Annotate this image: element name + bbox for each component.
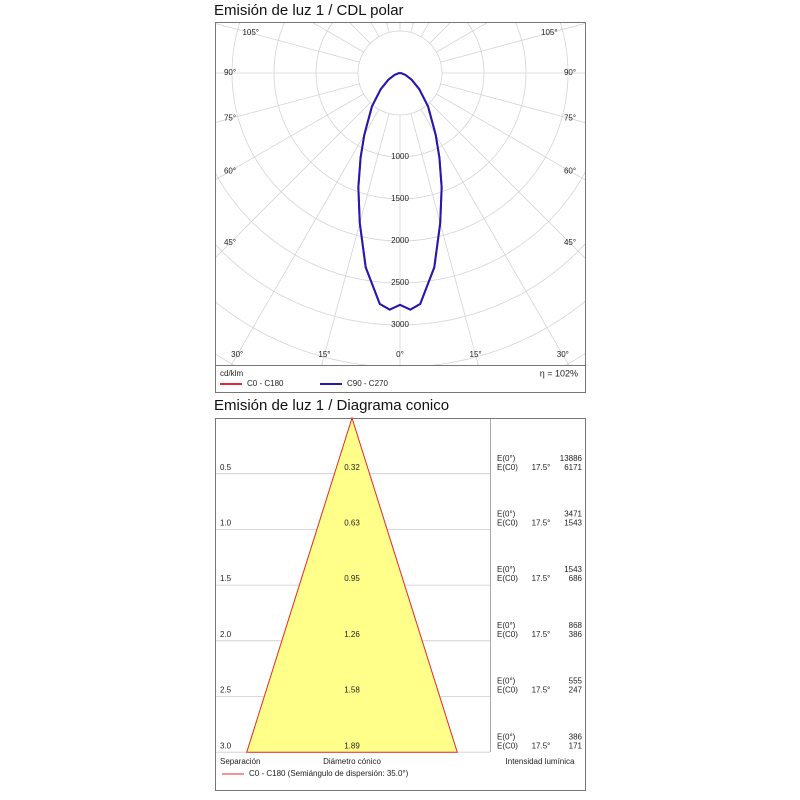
r-tick-label: 1000: [391, 152, 409, 161]
polar-plot: 1000 1500 2000 2500 3000: [216, 23, 585, 365]
center-value: 1543: [564, 565, 582, 574]
grid-spoke: [429, 102, 585, 259]
angle-label: 60°: [564, 166, 576, 175]
center-value: 868: [569, 621, 583, 630]
header: Separación: [220, 757, 260, 766]
angle-label: 45°: [224, 238, 236, 247]
chart-title: Emisión de luz 1 / CDL polar: [214, 2, 404, 19]
angle-label: 30°: [231, 350, 243, 359]
r-tick-label: 2000: [391, 236, 409, 245]
c0-label: E(C0): [497, 574, 518, 583]
angle-label: 75°: [224, 114, 236, 123]
grid-spoke: [216, 102, 371, 258]
r-tick-label: 2500: [391, 278, 409, 287]
center-label: E(0°): [497, 454, 516, 463]
c0-value: 247: [569, 686, 583, 695]
angle-label: 45°: [564, 238, 576, 247]
angle-label: 0°: [396, 350, 404, 359]
c0-label: E(C0): [497, 630, 518, 639]
header: Intensidad lumínica: [506, 757, 575, 766]
c0-label: E(C0): [497, 519, 518, 528]
c0-label: E(C0): [497, 463, 518, 472]
center-value: 555: [569, 677, 583, 686]
center-label: E(0°): [497, 621, 516, 630]
legend-label: C0 - C180 (Semiángulo de dispersión: 35.…: [249, 769, 409, 778]
center-label: E(0°): [497, 510, 516, 519]
chart-title: Emisión de luz 1 / Diagrama conico: [214, 397, 449, 414]
c0-value: 686: [569, 574, 583, 583]
diameter: 0.63: [344, 519, 360, 528]
grid-spoke: [420, 109, 570, 365]
cone: [246, 416, 458, 753]
angle-label: 105°: [541, 28, 558, 37]
grid-spoke: [216, 93, 364, 180]
center-label: E(0°): [497, 732, 516, 741]
separation: 0.5: [220, 463, 232, 472]
angle-label: 17.5°: [532, 463, 551, 472]
grid-spoke: [436, 93, 585, 181]
grid-spoke: [216, 23, 360, 63]
efficiency: η = 102%: [540, 368, 578, 378]
center-label: E(0°): [497, 677, 516, 686]
r-tick-label: 3000: [391, 320, 409, 329]
angle-label: 17.5°: [532, 519, 551, 528]
separation: 1.0: [220, 519, 232, 528]
c0-value: 1543: [564, 519, 582, 528]
angle-label: 17.5°: [532, 686, 551, 695]
angle-label: 90°: [224, 68, 236, 77]
c0-value: 386: [569, 630, 583, 639]
diameter: 1.89: [344, 741, 360, 750]
r-tick-label: 1500: [391, 194, 409, 203]
angle-label: 75°: [564, 114, 576, 123]
separation: 2.0: [220, 630, 232, 639]
center-value: 3471: [564, 510, 582, 519]
legend-label: C90 - C270: [347, 379, 388, 388]
header: Diámetro cónico: [323, 757, 381, 766]
separation: 1.5: [220, 574, 232, 583]
polar-frame: [215, 22, 586, 393]
c0-value: 6171: [564, 463, 582, 472]
c0-label: E(C0): [497, 741, 518, 750]
unit-label: cd/klm: [220, 369, 243, 378]
grid-spoke: [216, 83, 360, 123]
grid-spoke: [440, 83, 585, 123]
angle-label: 17.5°: [532, 574, 551, 583]
c0-label: E(C0): [497, 686, 518, 695]
angle-label: 17.5°: [532, 630, 551, 639]
angle-label: 60°: [224, 166, 236, 175]
diameter: 0.95: [344, 574, 360, 583]
c0-value: 171: [569, 741, 583, 750]
angle-label: 17.5°: [532, 741, 551, 750]
center-value: 13886: [560, 454, 583, 463]
center-value: 386: [569, 732, 583, 741]
angle-label: 15°: [318, 350, 330, 359]
intensity-curve: [357, 72, 443, 311]
separation: 2.5: [220, 686, 232, 695]
angle-label: 15°: [470, 350, 482, 359]
legend-label: C0 - C180: [247, 379, 284, 388]
diameter: 1.26: [344, 630, 360, 639]
diameter: 0.32: [344, 463, 360, 472]
diameter: 1.58: [344, 686, 360, 695]
angle-label: 105°: [242, 28, 259, 37]
center-label: E(0°): [497, 565, 516, 574]
grid-spoke: [321, 113, 390, 365]
grid-spoke: [230, 109, 380, 365]
angle-label: 30°: [557, 350, 569, 359]
angle-label: 90°: [564, 68, 576, 77]
grid-spoke: [410, 113, 479, 365]
separation: 3.0: [220, 741, 232, 750]
grid-spoke: [440, 23, 585, 63]
